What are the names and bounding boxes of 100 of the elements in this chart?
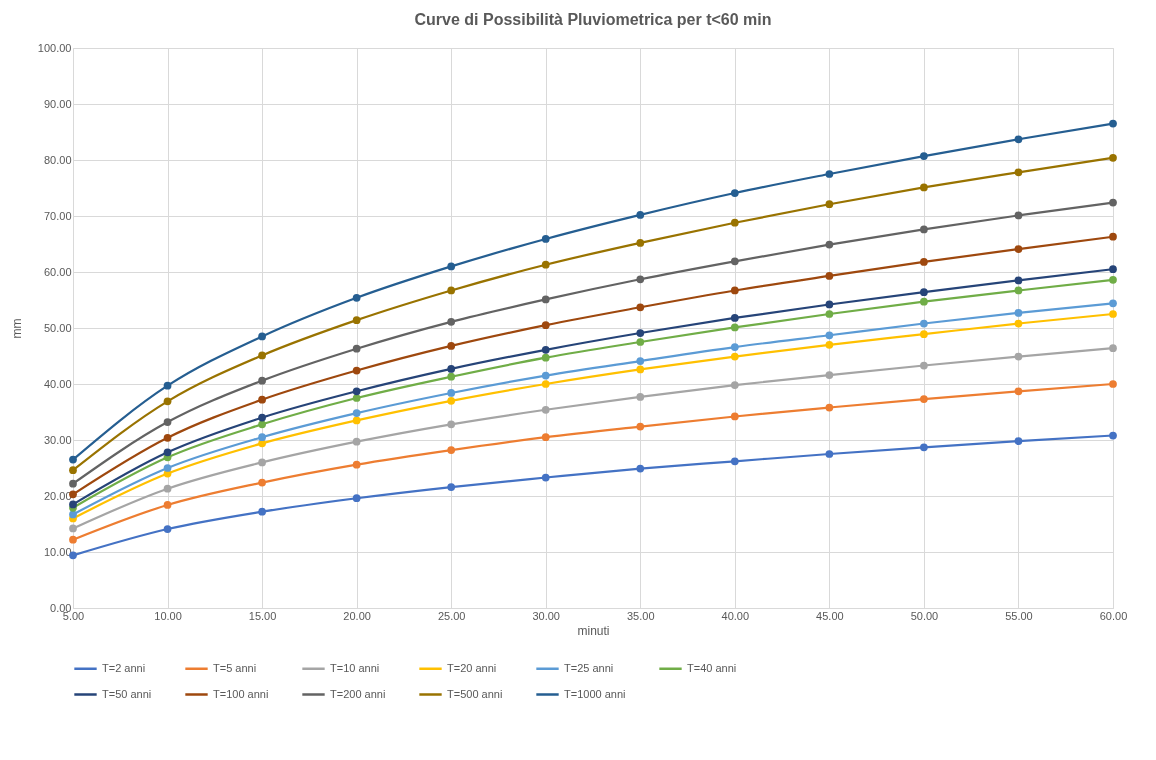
point (352, 387, 361, 396)
point (730, 189, 739, 197)
point (730, 457, 739, 466)
point (163, 433, 172, 442)
point (920, 361, 928, 370)
point (447, 286, 456, 295)
point (636, 464, 645, 473)
point (730, 323, 739, 332)
point (730, 381, 739, 389)
point (163, 464, 172, 472)
legend-label: T=20 anni (447, 661, 497, 674)
point (920, 330, 928, 339)
point (352, 366, 361, 375)
point (69, 510, 77, 519)
point (69, 524, 77, 533)
point (1109, 344, 1117, 353)
point (258, 458, 266, 467)
x-tick-label: 25.00 (437, 609, 466, 622)
point (258, 413, 266, 422)
point (541, 380, 550, 388)
point (447, 342, 456, 350)
point (352, 437, 361, 446)
point (163, 501, 172, 509)
point (1014, 387, 1023, 396)
point (447, 420, 456, 429)
point (920, 297, 928, 306)
point (920, 319, 928, 328)
point (1109, 431, 1117, 440)
y-tick-label: 10.00 (43, 545, 72, 558)
legend-label: T=5 anni (213, 661, 257, 674)
point (1014, 286, 1023, 295)
point (258, 351, 266, 360)
point (636, 211, 645, 219)
x-tick-label: 55.00 (1005, 609, 1033, 622)
legend-label: T=40 anni (687, 661, 737, 674)
point (1014, 276, 1023, 285)
point (825, 403, 834, 412)
point (1109, 275, 1117, 284)
point (1109, 119, 1117, 128)
point (920, 288, 928, 297)
point (920, 443, 928, 452)
x-tick-label: 45.00 (816, 609, 844, 622)
point (447, 389, 456, 397)
point (636, 422, 645, 431)
point (825, 272, 834, 280)
point (1109, 198, 1117, 207)
point (636, 357, 645, 365)
point (258, 433, 266, 442)
y-tick-label: 50.00 (43, 321, 72, 334)
point (163, 448, 172, 457)
point (920, 152, 928, 160)
legend-label: T=1000 anni (564, 687, 626, 700)
point (352, 409, 361, 417)
point (541, 371, 550, 380)
x-tick-label: 30.00 (532, 609, 560, 622)
point (447, 446, 456, 454)
point (825, 200, 834, 209)
y-tick-label: 80.00 (43, 153, 72, 166)
point (258, 420, 266, 429)
point (636, 303, 645, 312)
point (541, 295, 550, 304)
point (825, 170, 834, 178)
point (541, 260, 550, 269)
point (825, 340, 834, 349)
x-tick-label: 15.00 (248, 609, 277, 622)
point (258, 507, 266, 516)
point (541, 433, 550, 442)
legend-label: T=200 anni (330, 687, 386, 700)
point (258, 395, 266, 404)
point (352, 460, 361, 469)
point (825, 450, 834, 458)
point (541, 235, 550, 243)
point (636, 275, 645, 284)
point (352, 416, 361, 425)
point (1109, 299, 1117, 308)
x-tick-label: 35.00 (627, 609, 655, 622)
legend-label: T=25 anni (564, 661, 614, 674)
point (1014, 135, 1023, 144)
point (730, 218, 739, 227)
point (447, 262, 456, 271)
point (163, 381, 172, 390)
x-axis-title: minuti (577, 623, 610, 638)
point (825, 371, 834, 379)
legend-label: T=50 anni (102, 687, 152, 700)
point (258, 376, 266, 385)
point (163, 418, 172, 426)
point (258, 478, 266, 487)
legend-label: T=2 anni (102, 661, 146, 674)
point (352, 344, 361, 353)
point (730, 314, 739, 322)
point (1014, 437, 1023, 445)
point (1014, 352, 1023, 361)
point (447, 365, 456, 373)
point (1109, 310, 1117, 318)
point (920, 395, 928, 403)
point (447, 483, 456, 491)
point (636, 393, 645, 401)
y-tick-label: 100.00 (37, 41, 72, 54)
point (636, 239, 645, 247)
y-tick-label: 40.00 (43, 377, 72, 390)
